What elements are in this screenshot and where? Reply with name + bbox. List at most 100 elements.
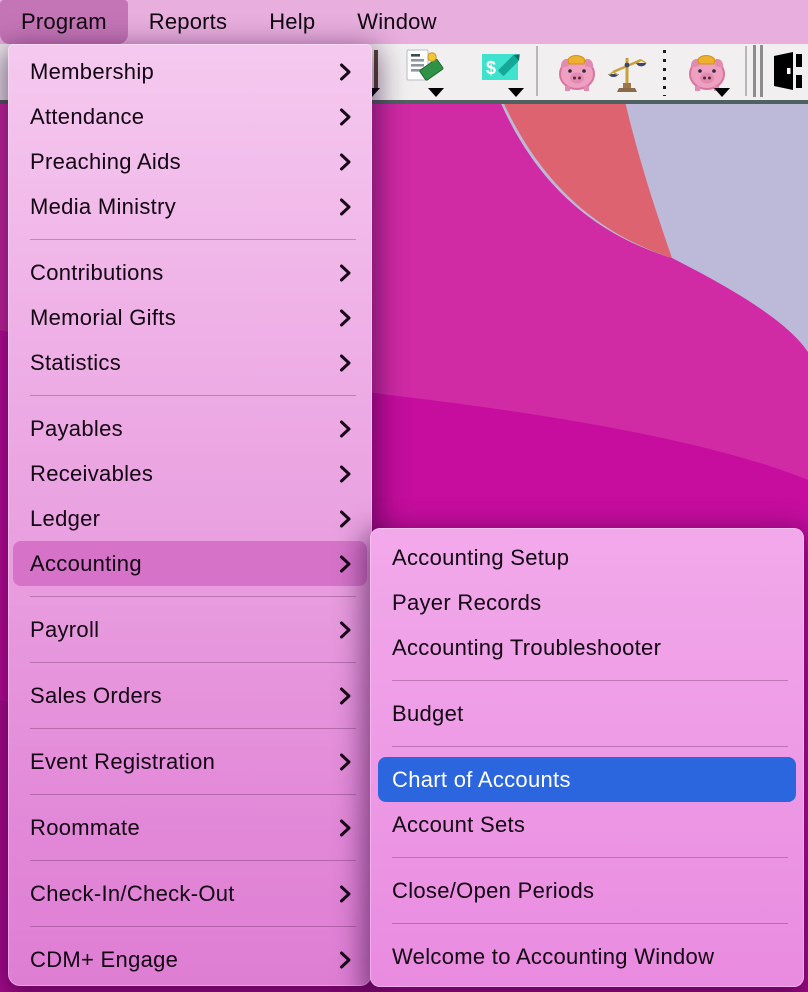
chevron-right-icon [338,620,352,640]
piggy-bank-icon[interactable] [556,52,598,92]
menubar-item-label: Help [269,9,316,34]
menu-separator [8,229,372,250]
balance-scale-icon[interactable] [606,50,648,94]
chevron-right-icon [338,107,352,127]
program-menu-item-sales-orders[interactable]: Sales Orders [8,673,372,718]
menu-item-label: Check-In/Check-Out [30,880,235,906]
accounting-submenu-item-payer-records[interactable]: Payer Records [370,580,804,625]
program-menu-item-membership[interactable]: Membership [8,49,372,94]
gavel-icon[interactable] [362,46,386,98]
menu-item-label: Media Ministry [30,193,177,219]
chevron-right-icon [338,554,352,574]
menu-separator [370,847,804,868]
menu-separator [8,784,372,805]
toolbar-separator [745,46,747,96]
menu-separator [370,670,804,691]
program-menu-item-preaching-aids[interactable]: Preaching Aids [8,139,372,184]
program-menu-item-event-registration[interactable]: Event Registration [8,739,372,784]
chevron-right-icon [338,509,352,529]
chevron-right-icon [338,62,352,82]
menu-bar: Program Reports Help Window [0,0,808,44]
menubar-item-reports[interactable]: Reports [128,0,248,44]
program-menu-item-cdm+-engage[interactable]: CDM+ Engage [8,937,372,982]
menu-separator [8,586,372,607]
accounting-submenu-item-chart-of-accounts[interactable]: Chart of Accounts [378,757,796,802]
program-menu-item-ledger[interactable]: Ledger [8,496,372,541]
menu-item-label: Attendance [30,103,145,129]
menubar-item-help[interactable]: Help [248,0,336,44]
exit-door-icon[interactable] [772,52,806,92]
menu-item-label: Payroll [30,616,100,642]
chevron-right-icon [338,308,352,328]
menu-item-label: Receivables [30,460,154,486]
menu-item-label: Account Sets [392,811,526,837]
menubar-item-label: Window [357,9,437,34]
menu-separator [370,736,804,757]
menu-separator [8,385,372,406]
check-writer-icon[interactable]: $ [480,52,524,100]
svg-text:$: $ [486,58,496,78]
accounting-submenu-item-accounting-troubleshooter[interactable]: Accounting Troubleshooter [370,625,804,670]
menu-item-label: Roommate [30,814,140,840]
menu-separator [370,913,804,934]
chevron-right-icon [338,263,352,283]
menu-item-label: Payables [30,415,123,441]
piggy-bank-dropdown-icon[interactable] [686,52,732,100]
program-menu-item-statistics[interactable]: Statistics [8,340,372,385]
program-menu-item-check-in-check-out[interactable]: Check-In/Check-Out [8,871,372,916]
chevron-right-icon [338,464,352,484]
dropdown-arrow-icon[interactable] [508,88,524,97]
program-menu: Membership Attendance Preaching Aids M [8,44,372,986]
toolbar-separator [536,46,538,96]
report-writer-icon[interactable] [402,48,446,98]
menubar-item-program[interactable]: Program [0,0,128,44]
accounting-submenu-item-accounting-setup[interactable]: Accounting Setup [370,535,804,580]
menu-item-label: Preaching Aids [30,148,181,174]
chevron-right-icon [338,686,352,706]
menu-item-label: Welcome to Accounting Window [392,943,715,969]
dropdown-arrow-icon[interactable] [364,88,380,97]
program-menu-item-attendance[interactable]: Attendance [8,94,372,139]
program-menu-item-receivables[interactable]: Receivables [8,451,372,496]
program-menu-item-contributions[interactable]: Contributions [8,250,372,295]
program-menu-item-payables[interactable]: Payables [8,406,372,451]
accounting-submenu: Accounting Setup Payer Records Accountin… [370,528,804,987]
program-menu-item-accounting[interactable]: Accounting [13,541,367,586]
program-menu-item-roommate[interactable]: Roommate [8,805,372,850]
menu-item-label: Payer Records [392,589,542,615]
menu-item-label: Memorial Gifts [30,304,176,330]
menubar-item-label: Program [21,9,107,34]
menu-separator [8,916,372,937]
chevron-right-icon [338,152,352,172]
menu-item-label: Membership [30,58,155,84]
toolbar-splitter[interactable] [760,45,763,97]
chevron-right-icon [338,884,352,904]
chevron-right-icon [338,752,352,772]
accounting-submenu-item-budget[interactable]: Budget [370,691,804,736]
chevron-right-icon [338,419,352,439]
menu-item-label: Contributions [30,259,164,285]
menu-item-label: Sales Orders [30,682,162,708]
menu-item-label: Ledger [30,505,101,531]
accounting-submenu-item-account-sets[interactable]: Account Sets [370,802,804,847]
program-menu-item-payroll[interactable]: Payroll [8,607,372,652]
menubar-item-window[interactable]: Window [336,0,457,44]
chevron-right-icon [338,950,352,970]
toolbar-splitter[interactable] [753,45,756,97]
menu-item-label: Accounting Setup [392,544,570,570]
chevron-right-icon [338,818,352,838]
program-menu-item-media-ministry[interactable]: Media Ministry [8,184,372,229]
chevron-right-icon [338,353,352,373]
dropdown-arrow-icon[interactable] [714,88,730,97]
menu-item-label: Chart of Accounts [392,766,571,792]
menu-item-label: Event Registration [30,748,216,774]
program-menu-item-memorial-gifts[interactable]: Memorial Gifts [8,295,372,340]
accounting-submenu-item-welcome-to-accounting-window[interactable]: Welcome to Accounting Window [370,934,804,979]
menu-separator [8,850,372,871]
menu-item-label: Accounting [30,550,142,576]
menu-item-label: Accounting Troubleshooter [392,634,662,660]
menu-item-label: Budget [392,700,464,726]
accounting-submenu-item-close-open-periods[interactable]: Close/Open Periods [370,868,804,913]
menu-item-label: CDM+ Engage [30,946,179,972]
dropdown-arrow-icon[interactable] [428,88,444,97]
